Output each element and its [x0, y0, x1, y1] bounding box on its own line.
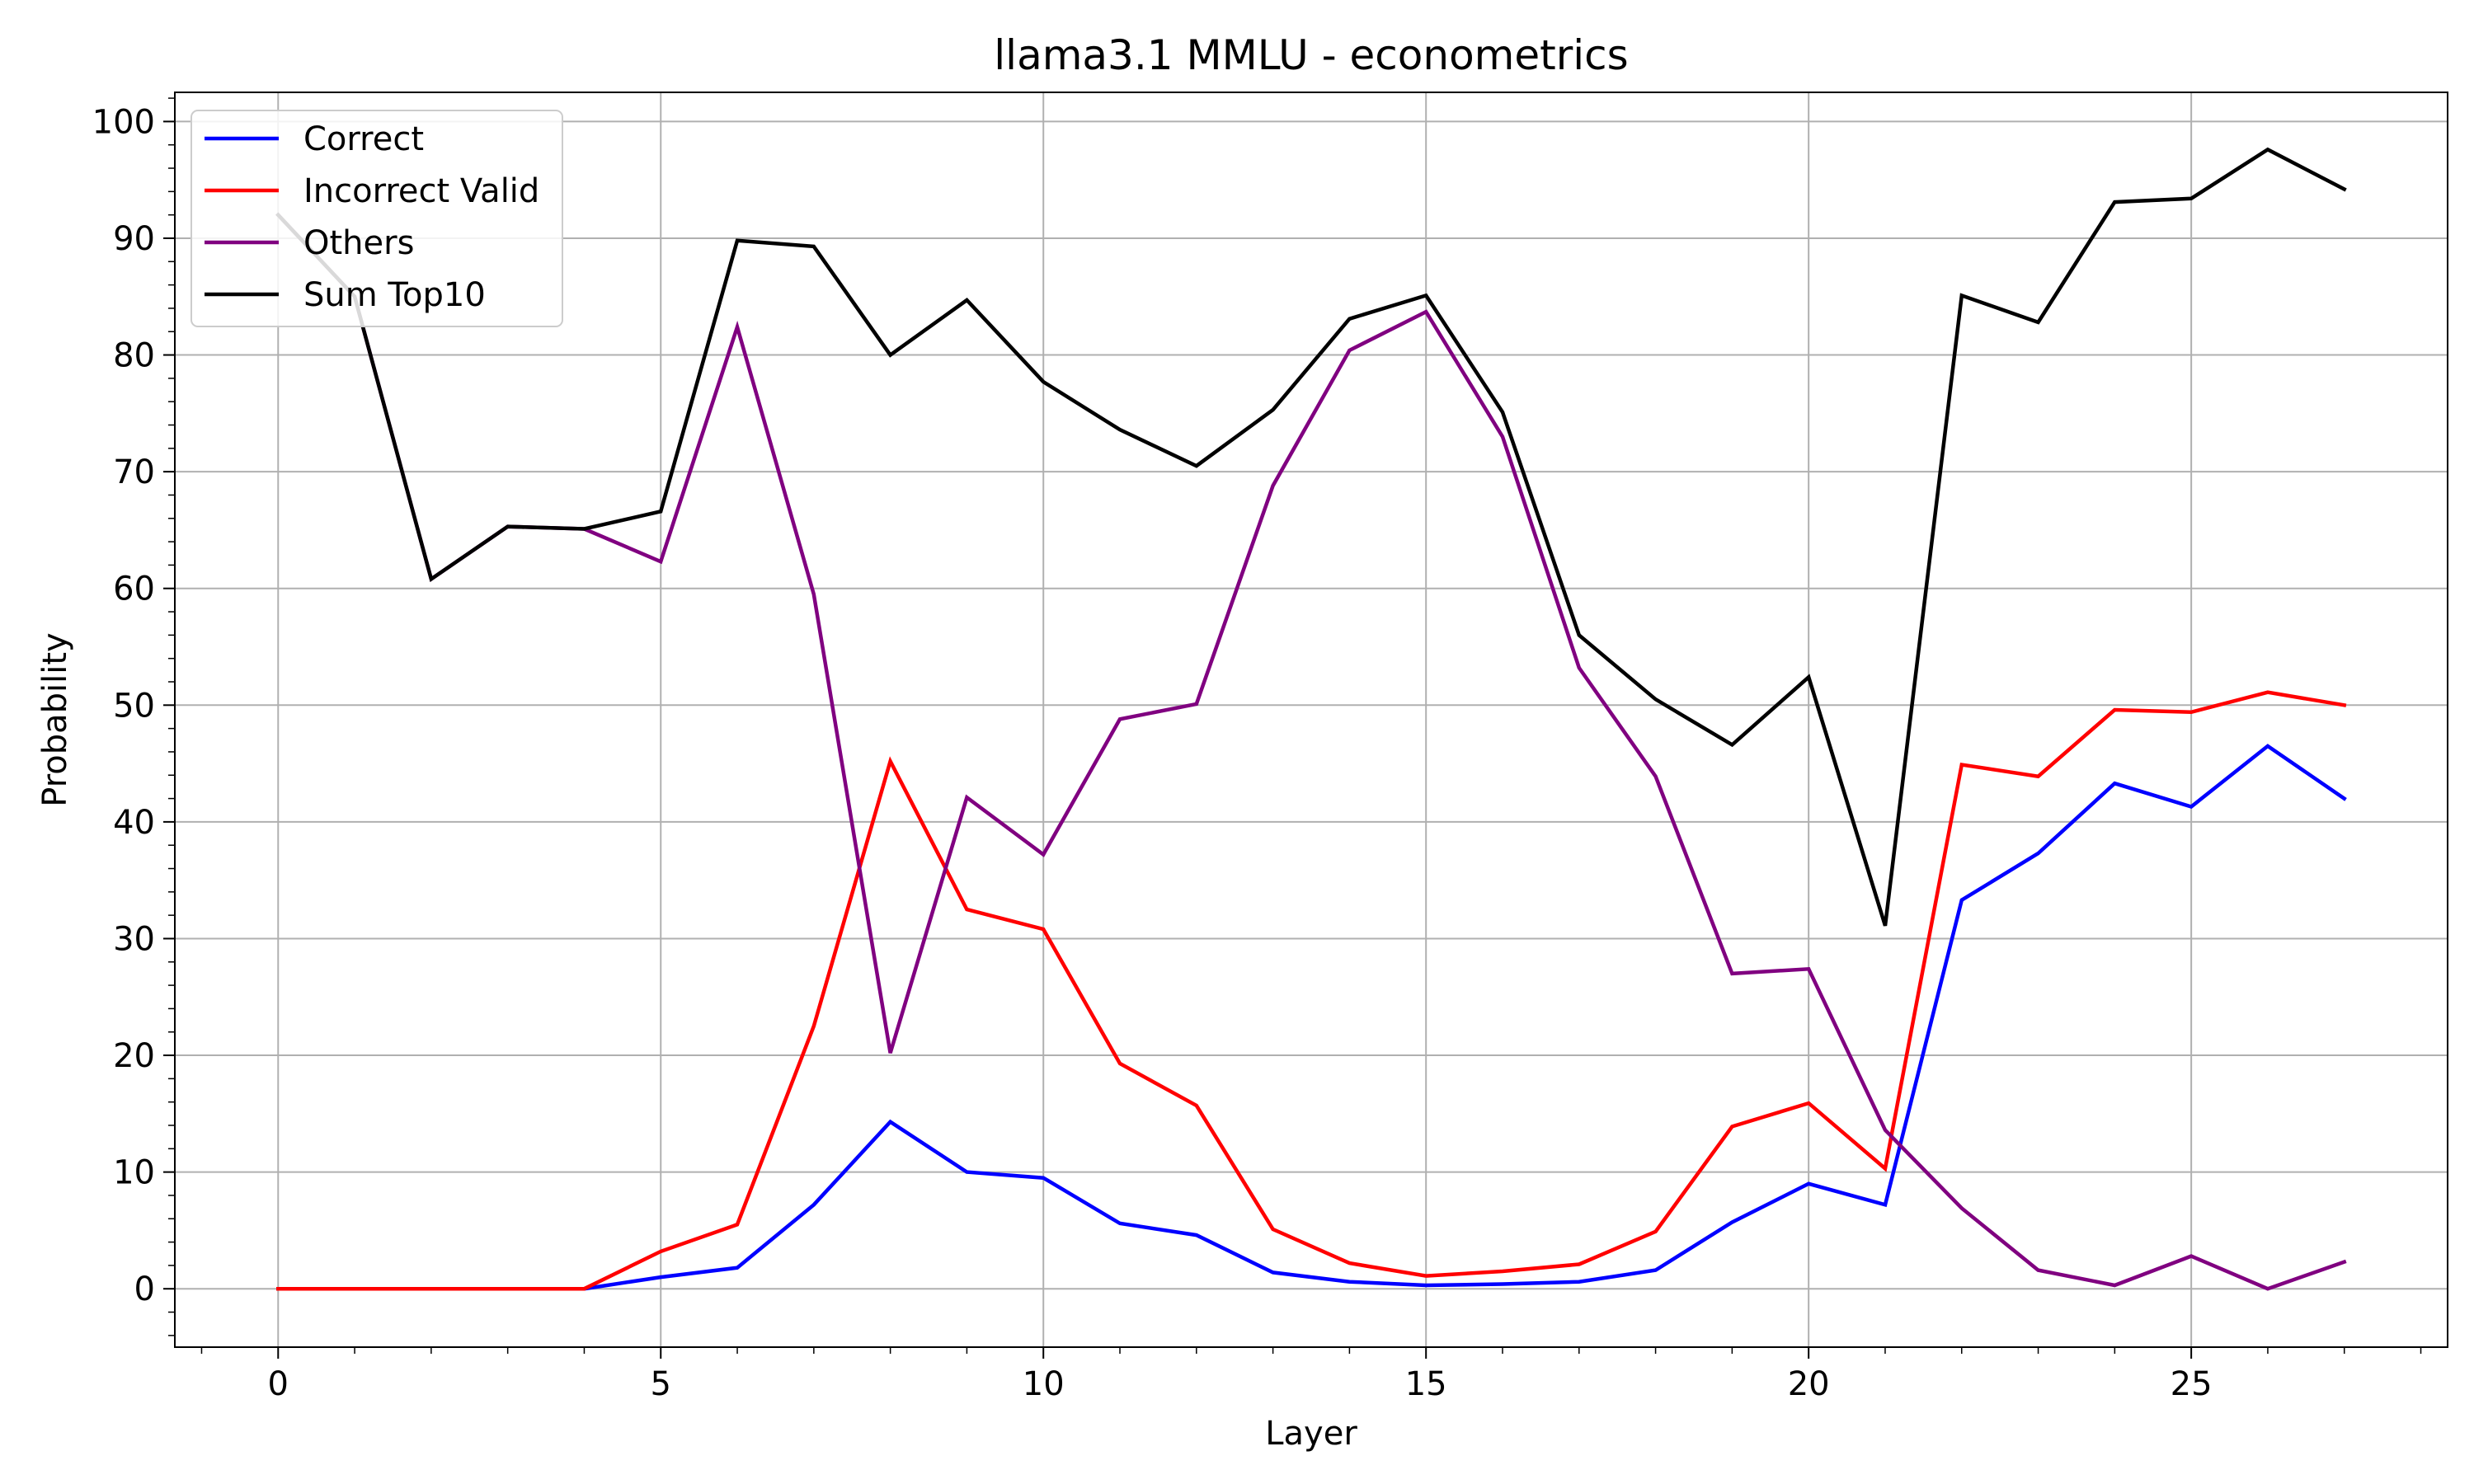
y-axis-label: Probability	[36, 632, 74, 806]
legend-label: Sum Top10	[303, 276, 486, 314]
x-tick-label: 20	[1788, 1365, 1830, 1403]
y-tick-label: 50	[113, 687, 155, 725]
legend-label: Correct	[303, 120, 424, 158]
y-tick-label: 30	[113, 920, 155, 958]
y-tick-label: 100	[92, 103, 155, 141]
grid	[175, 92, 2448, 1347]
y-tick-label: 10	[113, 1154, 155, 1192]
series-line	[275, 212, 2347, 1291]
y-tick-label: 90	[113, 220, 155, 258]
plot-frame	[174, 92, 2448, 1348]
legend: Correct Incorrect Valid Others Sum Top10	[190, 110, 563, 327]
x-tick-label: 15	[1405, 1365, 1447, 1403]
series-line	[276, 690, 2347, 1291]
x-tick-label: 25	[2171, 1365, 2213, 1403]
legend-label: Others	[303, 224, 414, 262]
x-axis-label: Layer	[1265, 1415, 1357, 1453]
y-tick-label: 0	[134, 1270, 155, 1308]
legend-label: Incorrect Valid	[303, 172, 539, 210]
series-lines	[275, 147, 2347, 1291]
y-tick-label: 70	[113, 453, 155, 491]
y-tick-label: 80	[113, 337, 155, 375]
x-tick-label: 10	[1023, 1365, 1065, 1403]
y-tick-label: 20	[113, 1037, 155, 1075]
series-line	[275, 147, 2347, 927]
chart-title: llama3.1 MMLU - econometrics	[994, 31, 1628, 79]
legend-box	[190, 110, 563, 327]
series-line	[276, 744, 2347, 1291]
y-tick-label: 60	[113, 571, 155, 608]
x-tick-label: 0	[268, 1365, 289, 1403]
y-tick-label: 40	[113, 804, 155, 842]
axis-ticks: 0 5 10 15 20 25 0 10 20 30 40 50 60 70 80 90 100	[92, 97, 2422, 1403]
x-tick-label: 5	[651, 1365, 671, 1403]
